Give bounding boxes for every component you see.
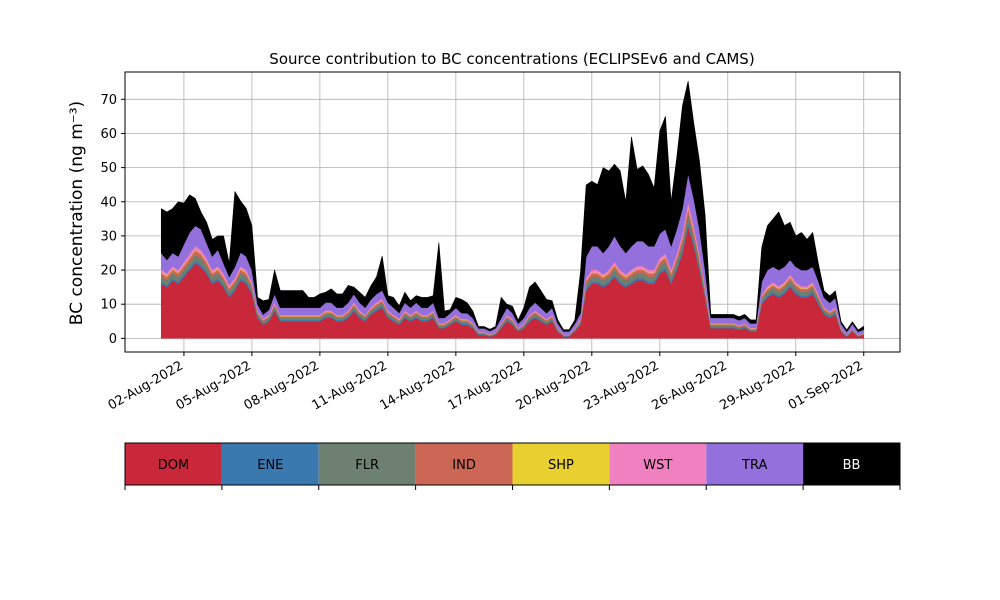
y-tick-label: 40 <box>100 195 117 210</box>
legend-swatch-bb <box>803 443 900 485</box>
y-tick-label: 20 <box>100 264 117 279</box>
legend-swatch-shp <box>512 443 610 485</box>
x-tick-label: 14-Aug-2022 <box>378 358 458 413</box>
legend-label-dom: DOM <box>158 458 189 473</box>
legend-label-flr: FLR <box>355 458 379 473</box>
x-tick-label: 23-Aug-2022 <box>581 358 661 413</box>
y-axis-ticks: 0 10 20 30 40 50 60 70 <box>100 93 125 347</box>
plot-frame <box>124 71 901 353</box>
legend-swatch-tra <box>706 443 804 485</box>
chart-title: Source contribution to BC concentrations… <box>269 50 754 68</box>
legend-label-tra: TRA <box>741 458 767 473</box>
y-tick-label: 60 <box>100 127 117 142</box>
legend-swatch-wst <box>609 443 707 485</box>
x-tick-label: 17-Aug-2022 <box>445 358 525 413</box>
legend-swatch-ene <box>221 443 319 485</box>
x-tick-label: 29-Aug-2022 <box>717 358 797 413</box>
y-axis-label: BC concentration (ng m⁻³) <box>67 101 87 325</box>
y-tick-label: 10 <box>100 298 117 313</box>
source-legend-colorbar: DOM ENE FLR IND SHP WST TRA BB <box>124 442 901 490</box>
legend-swatch-ind <box>415 443 513 485</box>
y-tick-label: 50 <box>100 161 117 176</box>
x-tick-label: 26-Aug-2022 <box>649 358 729 413</box>
x-tick-label: 02-Aug-2022 <box>106 358 186 413</box>
x-axis-ticks: 02-Aug-202205-Aug-202208-Aug-202211-Aug-… <box>106 352 866 414</box>
area-bb <box>160 80 865 332</box>
y-tick-label: 0 <box>109 332 117 347</box>
legend-label-ene: ENE <box>257 458 283 473</box>
legend-swatch-dom <box>125 443 222 485</box>
grid-lines <box>125 72 900 352</box>
x-tick-label: 11-Aug-2022 <box>310 358 390 413</box>
legend-label-bb: BB <box>843 458 861 473</box>
legend-label-shp: SHP <box>548 458 574 473</box>
stacked-areas <box>160 80 865 339</box>
x-tick-label: 01-Sep-2022 <box>786 358 866 413</box>
x-tick-label: 08-Aug-2022 <box>242 358 322 413</box>
legend-label-ind: IND <box>452 458 476 473</box>
x-tick-label: 20-Aug-2022 <box>513 358 593 413</box>
legend-swatch-flr <box>318 443 416 485</box>
y-tick-label: 30 <box>100 229 117 244</box>
y-tick-label: 70 <box>100 93 117 108</box>
legend-label-wst: WST <box>643 458 672 473</box>
x-tick-label: 05-Aug-2022 <box>174 358 254 413</box>
